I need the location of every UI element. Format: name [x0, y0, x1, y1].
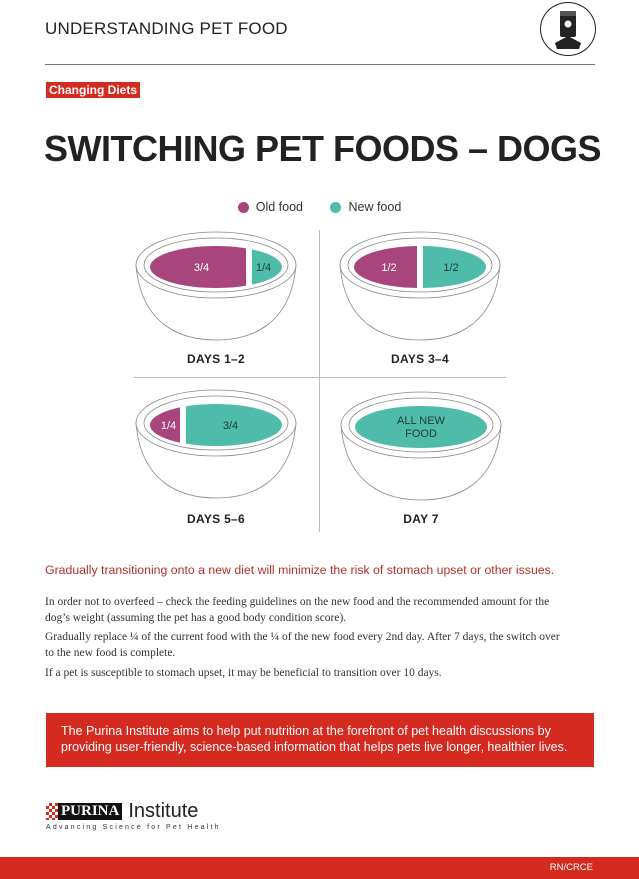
legend-label: Old food — [255, 200, 303, 214]
paragraph: In order not to overfeed – check the fee… — [45, 596, 550, 624]
old-food-fraction-label: 1/4 — [161, 420, 176, 432]
legend-item-new: New food — [330, 200, 401, 214]
bowl-day-label: DAY 7 — [403, 512, 439, 526]
mission-banner: The Purina Institute aims to help put nu… — [46, 713, 594, 767]
legend: Old food New food — [0, 200, 639, 216]
page-title: SWITCHING PET FOODS – DOGS — [44, 128, 602, 169]
document-code: RN/CRCE — [549, 862, 593, 873]
new-food-swatch — [330, 201, 342, 213]
old-food-swatch — [237, 201, 249, 213]
legend-item-old: Old food — [237, 200, 303, 214]
tagline: Gradually transitioning onto a new diet … — [45, 563, 555, 577]
purina-institute-logo: PURINA Institute — [46, 800, 198, 823]
quadrant-divider-vertical — [319, 230, 320, 532]
all-new-food-label: FOOD — [405, 428, 437, 440]
old-food-fraction-label: 3/4 — [194, 262, 209, 274]
new-food-fraction-label: 3/4 — [223, 420, 238, 432]
new-food-portion — [355, 406, 487, 448]
paragraph: Gradually replace ¼ of the current food … — [45, 631, 560, 659]
all-new-food-label: ALL NEW — [397, 415, 446, 427]
logo-brand: PURINA — [58, 803, 123, 820]
category-tag: Changing Diets — [46, 82, 141, 98]
checkerboard-icon — [46, 803, 58, 820]
bowl-day-label: DAYS 1–2 — [187, 352, 245, 366]
bowl: 3/4 1/4 — [135, 231, 297, 341]
new-food-fraction-label: 1/2 — [443, 262, 458, 274]
logo-name: Institute — [128, 800, 199, 822]
header-divider — [45, 64, 595, 65]
logo-slogan: Advancing Science for Pet Health — [46, 824, 221, 831]
footer-bar — [0, 857, 639, 879]
legend-label: New food — [348, 200, 402, 214]
paragraph: If a pet is susceptible to stomach upset… — [45, 667, 442, 679]
quadrant-divider-horizontal — [134, 377, 506, 378]
old-food-fraction-label: 1/2 — [381, 262, 396, 274]
bowl: 1/2 1/2 — [339, 231, 501, 341]
bowl-day-label: DAYS 3–4 — [391, 352, 449, 366]
new-food-fraction-label: 1/4 — [256, 262, 271, 274]
bowl: 1/4 3/4 — [135, 389, 297, 499]
pet-food-bag-icon — [540, 2, 596, 56]
bowl-day-label: DAYS 5–6 — [187, 512, 245, 526]
section-kicker: UNDERSTANDING PET FOOD — [45, 19, 288, 38]
